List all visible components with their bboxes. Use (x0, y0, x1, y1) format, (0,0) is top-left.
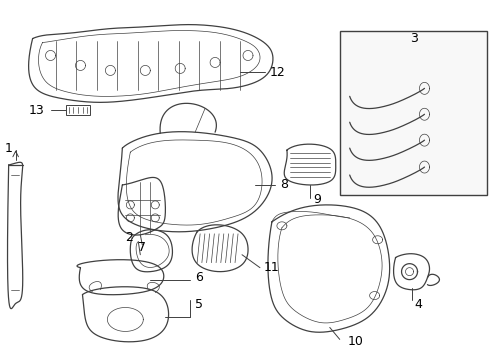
Text: 9: 9 (313, 193, 320, 206)
Text: 8: 8 (280, 179, 288, 192)
Text: 5: 5 (195, 298, 203, 311)
Text: 7: 7 (138, 241, 147, 254)
Text: 11: 11 (264, 261, 280, 274)
Text: 4: 4 (415, 298, 422, 311)
Text: 2: 2 (125, 231, 133, 244)
Bar (340, 31, 488, 195)
Text: 13: 13 (29, 104, 45, 117)
Text: 6: 6 (195, 271, 203, 284)
Text: 3: 3 (410, 32, 417, 45)
Text: 1: 1 (5, 141, 13, 155)
Bar (66, 105, 91, 115)
Text: 10: 10 (348, 335, 364, 348)
Text: 12: 12 (270, 66, 286, 79)
